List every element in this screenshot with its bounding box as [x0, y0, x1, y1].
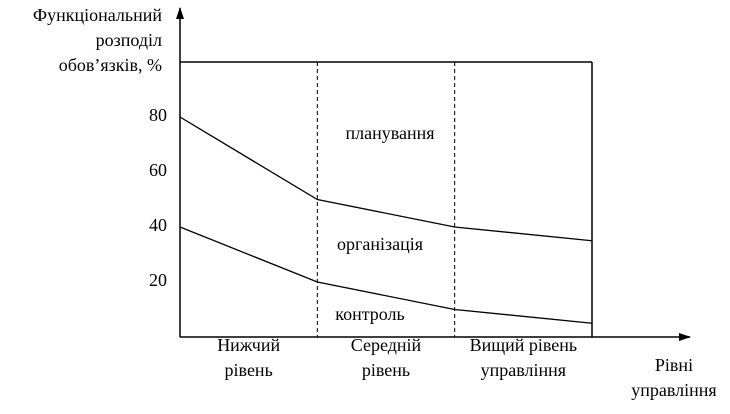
band-label: Середній: [351, 335, 422, 355]
y-axis-title: обов’язків, %: [59, 55, 162, 75]
x-axis-title: Рівні: [655, 355, 693, 375]
region-label: організація: [337, 234, 423, 254]
band-label: рівень: [225, 360, 273, 380]
x-axis-title: управління: [631, 380, 716, 400]
region-label: планування: [345, 123, 434, 143]
band-label: Нижчий: [217, 335, 280, 355]
y-tick-label: 20: [149, 270, 167, 290]
y-tick-label: 80: [149, 105, 167, 125]
band-label: управління: [481, 360, 566, 380]
region-label: контроль: [335, 304, 405, 324]
series-line: [179, 116, 593, 242]
y-axis-title: розподіл: [96, 30, 162, 50]
band-label: рівень: [362, 360, 410, 380]
y-tick-label: 60: [149, 160, 167, 180]
y-tick-label: 40: [149, 215, 167, 235]
series-line: [179, 226, 593, 324]
y-axis-title: Функціональний: [33, 5, 162, 25]
band-label: Вищий рівень: [470, 335, 578, 355]
